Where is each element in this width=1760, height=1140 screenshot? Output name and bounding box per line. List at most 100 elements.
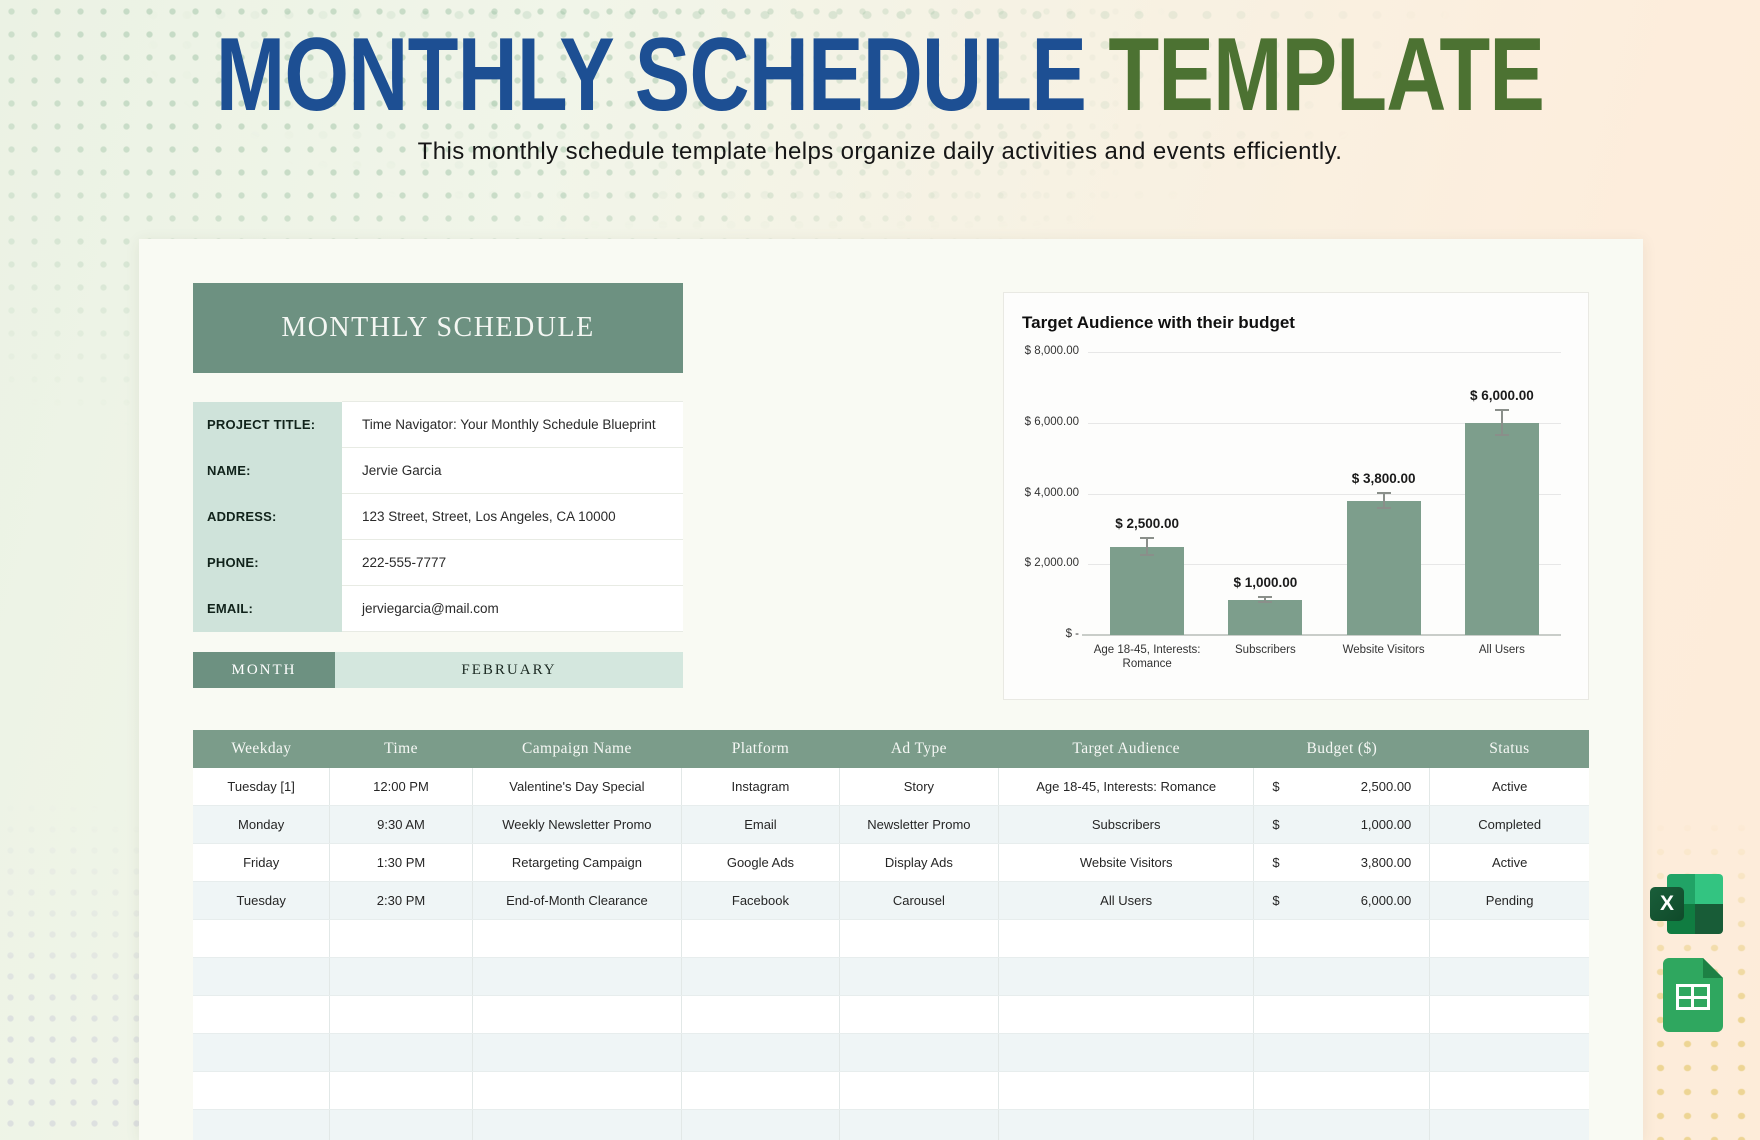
- chart-error-bar-cap: [1376, 507, 1391, 510]
- schedule-empty-cell: [998, 957, 1255, 996]
- schedule-empty-cell: [998, 1109, 1255, 1140]
- month-row: MONTH FEBRUARY: [193, 652, 683, 688]
- info-value: jerviegarcia@mail.com: [342, 585, 683, 632]
- chart-error-bar-cap: [1494, 409, 1509, 412]
- schedule-cell-audience: Age 18-45, Interests: Romance: [998, 768, 1255, 806]
- chart-gridline: [1088, 493, 1561, 495]
- info-row: EMAIL: jerviegarcia@mail.com: [193, 585, 683, 632]
- chart-ytick-label: $ 8,000.00: [1024, 345, 1079, 357]
- schedule-header-cell: Budget ($): [1253, 730, 1430, 768]
- schedule-cell-status: Active: [1429, 843, 1589, 882]
- schedule-empty-cell: [681, 1071, 840, 1110]
- budget-amount: 3,800.00: [1360, 855, 1412, 870]
- schedule-empty-cell: [329, 957, 473, 996]
- schedule-empty-cell: [193, 995, 331, 1034]
- google-sheets-file-icon[interactable]: [1663, 958, 1723, 1032]
- schedule-empty-cell: [472, 957, 683, 996]
- schedule-empty-cell: [998, 919, 1255, 958]
- schedule-cell-audience: Website Visitors: [998, 843, 1255, 882]
- month-value-cell: FEBRUARY: [335, 652, 683, 688]
- schedule-cell-ad_type: Story: [839, 768, 999, 806]
- schedule-cell-time: 1:30 PM: [329, 843, 473, 882]
- chart-xtick-label: Age 18-45, Interests: Romance: [1093, 644, 1201, 671]
- schedule-empty-cell: [472, 919, 683, 958]
- chart-bar-value-label: $ 3,800.00: [1351, 470, 1416, 486]
- info-row: ADDRESS: 123 Street, Street, Los Angeles,…: [193, 493, 683, 540]
- chart-error-bar-cap: [1140, 554, 1155, 557]
- chart-ytick-label: $ -: [1065, 628, 1079, 640]
- chart-plot: $ 8,000.00 $ 6,000.00 $ 4,000.00 $ 2,000.00…: [1025, 345, 1561, 670]
- schedule-cell-campaign: Weekly Newsletter Promo: [472, 805, 683, 844]
- doc-title-text: MONTHLY SCHEDULE: [281, 312, 595, 343]
- chart-error-bar: [1500, 410, 1503, 436]
- schedule-cell-status: Pending: [1429, 881, 1589, 920]
- schedule-cell-budget: $6,000.00: [1253, 881, 1431, 920]
- chart-bar: [1464, 422, 1539, 635]
- schedule-empty-cell: [1253, 1109, 1431, 1140]
- schedule-empty-cell: [329, 1071, 473, 1110]
- schedule-empty-row: [193, 1109, 1589, 1140]
- budget-amount: 1,000.00: [1360, 817, 1412, 832]
- doc-title-banner: MONTHLY SCHEDULE: [193, 283, 683, 373]
- schedule-empty-cell: [681, 995, 840, 1034]
- schedule-cell-weekday: Friday: [193, 843, 331, 882]
- schedule-empty-cell: [193, 1033, 331, 1072]
- schedule-cell-campaign: Retargeting Campaign: [472, 843, 683, 882]
- schedule-cell-audience: All Users: [998, 881, 1255, 920]
- chart-bar: [1228, 599, 1303, 635]
- page-title-accent: TEMPLATE: [1108, 17, 1545, 133]
- budget-currency: $: [1272, 855, 1280, 870]
- schedule-header-cell: Platform: [681, 730, 840, 768]
- schedule-header-cell: Time: [329, 730, 473, 768]
- schedule-empty-cell: [1429, 1109, 1589, 1140]
- info-value: 222-555-7777: [342, 539, 683, 586]
- schedule-cell-platform: Instagram: [681, 768, 840, 806]
- page-title-primary: MONTHLY SCHEDULE: [215, 17, 1087, 133]
- chart-gridline: [1088, 352, 1561, 353]
- chart-bar-value-label: $ 1,000.00: [1233, 574, 1298, 590]
- document-card: MONTHLY SCHEDULE PROJECT TITLE: Time Navi…: [139, 239, 1643, 1140]
- schedule-cell-weekday: Tuesday: [193, 881, 331, 920]
- info-row: PROJECT TITLE: Time Navigator: Your Month…: [193, 401, 683, 448]
- schedule-empty-cell: [681, 1033, 840, 1072]
- excel-file-icon[interactable]: X: [1650, 872, 1724, 936]
- schedule-empty-cell: [681, 919, 840, 958]
- chart-bar-value-label: $ 2,500.00: [1115, 515, 1180, 531]
- schedule-cell-weekday: Monday: [193, 805, 331, 844]
- info-value: Time Navigator: Your Monthly Schedule Bl…: [342, 401, 683, 448]
- schedule-empty-cell: [681, 1109, 840, 1140]
- chart-error-bar: [1264, 596, 1267, 603]
- schedule-cell-time: 2:30 PM: [329, 881, 473, 920]
- page-header: MONTHLY SCHEDULE TEMPLATE This monthly s…: [0, 22, 1760, 166]
- chart-bar: [1110, 546, 1185, 635]
- chart-error-bar-cap: [1140, 536, 1155, 539]
- budget-currency: $: [1272, 893, 1280, 908]
- chart-gridline: [1088, 422, 1561, 424]
- schedule-cell-ad_type: Display Ads: [839, 843, 999, 882]
- schedule-cell-status: Active: [1429, 768, 1589, 806]
- schedule-cell-audience: Subscribers: [998, 805, 1255, 844]
- schedule-empty-cell: [839, 1109, 999, 1140]
- schedule-cell-status: Completed: [1429, 805, 1589, 844]
- schedule-empty-cell: [998, 1071, 1255, 1110]
- chart-error-bar-cap: [1258, 595, 1273, 598]
- schedule-empty-row: [193, 1033, 1589, 1072]
- schedule-empty-cell: [193, 957, 331, 996]
- schedule-empty-cell: [472, 1109, 683, 1140]
- schedule-row: Friday 1:30 PM Retargeting Campaign Google …: [193, 843, 1589, 882]
- info-row: NAME: Jervie Garcia: [193, 447, 683, 494]
- schedule-empty-cell: [193, 919, 331, 958]
- schedule-header-cell: Campaign Name: [472, 730, 682, 768]
- budget-currency: $: [1272, 817, 1280, 832]
- schedule-empty-cell: [681, 957, 840, 996]
- chart-baseline: [1082, 634, 1561, 636]
- schedule-row: Monday 9:30 AM Weekly Newsletter Promo Emai…: [193, 805, 1589, 844]
- sheets-grid-glyph: [1676, 984, 1710, 1010]
- schedule-empty-cell: [193, 1109, 331, 1140]
- chart-xtick-label: Subscribers: [1235, 644, 1296, 656]
- schedule-empty-cell: [839, 919, 999, 958]
- schedule-empty-row: [193, 919, 1589, 958]
- info-value: 123 Street, Street, Los Angeles, CA 1000…: [342, 493, 683, 540]
- schedule-empty-cell: [329, 995, 473, 1034]
- schedule-empty-cell: [1253, 919, 1431, 958]
